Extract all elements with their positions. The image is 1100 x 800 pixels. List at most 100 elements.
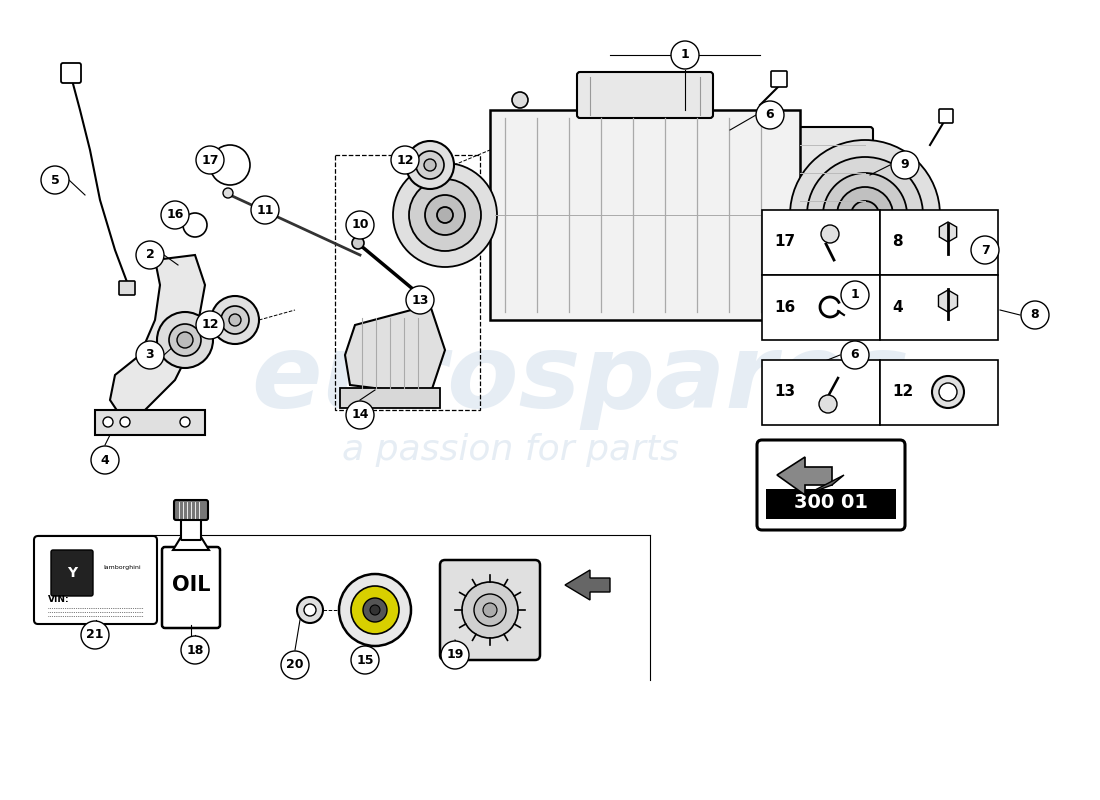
Text: 21: 21 — [86, 629, 103, 642]
Circle shape — [339, 574, 411, 646]
Circle shape — [483, 603, 497, 617]
FancyBboxPatch shape — [51, 550, 94, 596]
FancyBboxPatch shape — [490, 110, 800, 320]
Text: Y: Y — [67, 566, 77, 580]
Circle shape — [251, 196, 279, 224]
FancyBboxPatch shape — [182, 514, 201, 540]
Text: 6: 6 — [766, 109, 774, 122]
Circle shape — [932, 376, 964, 408]
Circle shape — [939, 383, 957, 401]
FancyBboxPatch shape — [766, 489, 896, 519]
Circle shape — [161, 201, 189, 229]
Circle shape — [823, 173, 907, 257]
Text: 5: 5 — [51, 174, 59, 186]
Circle shape — [790, 140, 940, 290]
Circle shape — [441, 641, 469, 669]
Circle shape — [671, 41, 698, 69]
Text: 10: 10 — [351, 218, 369, 231]
Circle shape — [409, 179, 481, 251]
Circle shape — [807, 157, 923, 273]
Circle shape — [425, 195, 465, 235]
Text: 11: 11 — [256, 203, 274, 217]
FancyBboxPatch shape — [174, 500, 208, 520]
Text: 8: 8 — [892, 234, 903, 250]
Text: 15: 15 — [356, 654, 374, 666]
Circle shape — [390, 146, 419, 174]
Text: 1: 1 — [850, 289, 859, 302]
Text: 17: 17 — [774, 234, 795, 250]
Circle shape — [177, 332, 192, 348]
Circle shape — [297, 597, 323, 623]
Text: 20: 20 — [286, 658, 304, 671]
Text: 16: 16 — [774, 299, 795, 314]
Circle shape — [363, 598, 387, 622]
FancyBboxPatch shape — [880, 210, 998, 275]
Circle shape — [352, 237, 364, 249]
FancyBboxPatch shape — [95, 410, 205, 435]
FancyBboxPatch shape — [34, 536, 157, 624]
FancyBboxPatch shape — [162, 547, 220, 628]
Polygon shape — [110, 255, 205, 415]
Circle shape — [196, 146, 224, 174]
FancyBboxPatch shape — [340, 388, 440, 408]
Text: 12: 12 — [201, 318, 219, 331]
FancyBboxPatch shape — [762, 275, 880, 340]
Circle shape — [416, 291, 428, 303]
Circle shape — [820, 395, 837, 413]
Circle shape — [851, 201, 879, 229]
FancyBboxPatch shape — [762, 360, 880, 425]
Polygon shape — [345, 305, 446, 395]
Text: 6: 6 — [850, 349, 859, 362]
Text: 8: 8 — [1031, 309, 1040, 322]
Polygon shape — [939, 222, 957, 242]
Text: eurospares: eurospares — [251, 330, 910, 430]
Circle shape — [370, 605, 379, 615]
FancyBboxPatch shape — [762, 210, 880, 275]
Text: lamborghini: lamborghini — [103, 566, 141, 570]
Polygon shape — [938, 290, 957, 312]
Text: 14: 14 — [351, 409, 369, 422]
Circle shape — [891, 151, 918, 179]
FancyBboxPatch shape — [440, 560, 540, 660]
FancyBboxPatch shape — [60, 63, 81, 83]
Circle shape — [229, 314, 241, 326]
Circle shape — [196, 311, 224, 339]
FancyBboxPatch shape — [578, 72, 713, 118]
Text: 4: 4 — [100, 454, 109, 466]
Polygon shape — [565, 570, 610, 600]
Text: 19: 19 — [447, 649, 464, 662]
Circle shape — [211, 296, 258, 344]
FancyBboxPatch shape — [880, 275, 998, 340]
Circle shape — [406, 141, 454, 189]
FancyBboxPatch shape — [961, 219, 974, 231]
Text: OIL: OIL — [172, 575, 210, 595]
Text: 16: 16 — [166, 209, 184, 222]
Text: 2015: 2015 — [804, 247, 936, 293]
FancyBboxPatch shape — [771, 71, 786, 87]
Circle shape — [180, 417, 190, 427]
Polygon shape — [777, 457, 832, 495]
Circle shape — [406, 286, 434, 314]
Text: 12: 12 — [396, 154, 414, 166]
Circle shape — [169, 324, 201, 356]
FancyBboxPatch shape — [792, 127, 873, 303]
FancyBboxPatch shape — [119, 281, 135, 295]
Circle shape — [182, 636, 209, 664]
Circle shape — [183, 213, 207, 237]
Text: 4: 4 — [892, 299, 903, 314]
Circle shape — [821, 225, 839, 243]
Text: 13: 13 — [411, 294, 429, 306]
Circle shape — [971, 236, 999, 264]
Circle shape — [304, 604, 316, 616]
Circle shape — [842, 341, 869, 369]
Text: a passion for parts: a passion for parts — [341, 433, 679, 467]
Circle shape — [136, 241, 164, 269]
Polygon shape — [805, 475, 844, 495]
Circle shape — [223, 188, 233, 198]
Circle shape — [416, 151, 444, 179]
Circle shape — [462, 582, 518, 638]
Circle shape — [842, 281, 869, 309]
Circle shape — [120, 417, 130, 427]
Circle shape — [351, 646, 380, 674]
Text: 17: 17 — [201, 154, 219, 166]
